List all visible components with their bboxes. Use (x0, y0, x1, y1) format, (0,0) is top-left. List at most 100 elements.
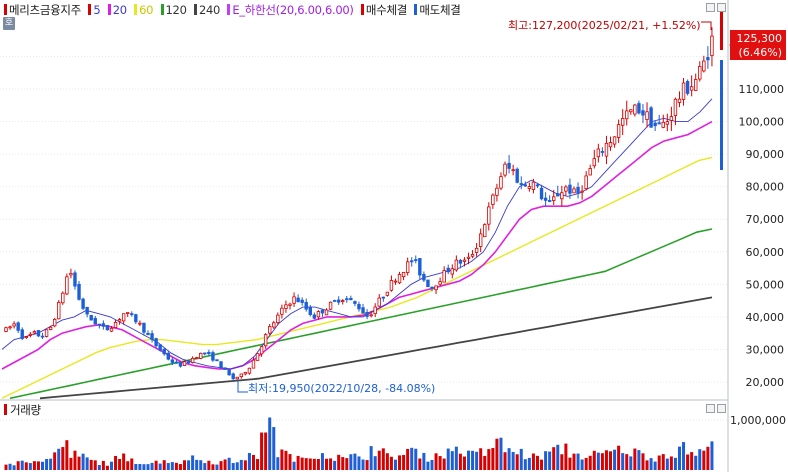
volume-bar[interactable] (422, 452, 426, 470)
candle-down[interactable] (657, 122, 661, 125)
candle-up[interactable] (138, 322, 142, 325)
candle-down[interactable] (203, 352, 207, 355)
candle-down[interactable] (539, 187, 544, 200)
candle-down[interactable] (85, 306, 89, 315)
candle-up[interactable] (580, 190, 584, 193)
candle-up[interactable] (316, 311, 321, 318)
candle-up[interactable] (284, 304, 288, 309)
volume-bar[interactable] (215, 464, 219, 470)
volume-bar[interactable] (511, 452, 515, 470)
candle-up[interactable] (608, 142, 613, 148)
volume-bar[interactable] (199, 460, 203, 470)
volume-bar[interactable] (122, 453, 126, 470)
candle-up[interactable] (702, 60, 706, 72)
volume-bar[interactable] (308, 458, 312, 470)
volume-bar[interactable] (320, 453, 324, 470)
candle-up[interactable] (57, 301, 61, 320)
volume-bar[interactable] (657, 455, 661, 470)
candle-down[interactable] (556, 193, 560, 197)
volume-bar[interactable] (65, 440, 69, 470)
volume-bar[interactable] (187, 460, 191, 470)
candle-down[interactable] (166, 352, 170, 360)
volume-bar[interactable] (4, 464, 8, 470)
candle-up[interactable] (280, 307, 284, 315)
volume-bar[interactable] (576, 453, 580, 470)
candle-up[interactable] (661, 121, 665, 128)
candle-up[interactable] (190, 357, 195, 363)
volume-bar[interactable] (613, 449, 617, 470)
candle-up[interactable] (126, 312, 130, 314)
candle-up[interactable] (65, 276, 69, 295)
volume-bar[interactable] (544, 451, 548, 470)
candle-down[interactable] (77, 283, 81, 300)
candle-up[interactable] (12, 323, 16, 327)
volume-bar[interactable] (32, 461, 36, 470)
candle-up[interactable] (113, 322, 118, 328)
candle-up[interactable] (527, 186, 532, 189)
candle-down[interactable] (649, 107, 653, 128)
candle-up[interactable] (324, 309, 329, 316)
volume-bar[interactable] (288, 454, 292, 470)
candle-up[interactable] (328, 301, 333, 310)
candle-up[interactable] (61, 292, 65, 304)
volume-bar[interactable] (487, 449, 491, 470)
candle-down[interactable] (353, 301, 357, 304)
volume-bar[interactable] (483, 455, 487, 470)
legend-ma120[interactable]: 120 (165, 3, 187, 17)
candle-down[interactable] (170, 359, 175, 363)
volume-bar[interactable] (564, 443, 568, 470)
volume-bar[interactable] (57, 448, 61, 470)
candle-up[interactable] (470, 254, 475, 257)
volume-bar[interactable] (114, 455, 118, 470)
volume-bar[interactable] (556, 444, 560, 470)
volume-bar[interactable] (41, 461, 45, 470)
volume-bar[interactable] (580, 459, 584, 470)
volume-bar[interactable] (389, 456, 393, 470)
candle-up[interactable] (681, 82, 686, 100)
candle-up[interactable] (474, 247, 479, 253)
candle-up[interactable] (499, 176, 503, 189)
volume-bar[interactable] (69, 457, 73, 470)
candle-down[interactable] (600, 151, 605, 153)
candle-down[interactable] (174, 361, 179, 364)
candle-up[interactable] (478, 233, 483, 247)
candle-up[interactable] (255, 353, 260, 361)
candle-up[interactable] (239, 373, 244, 378)
volume-bar[interactable] (462, 456, 466, 470)
volume-bar[interactable] (491, 447, 495, 470)
candle-down[interactable] (685, 81, 690, 94)
volume-bar[interactable] (146, 464, 150, 470)
candle-up[interactable] (121, 313, 126, 322)
candle-down[interactable] (223, 367, 227, 370)
volume-bar[interactable] (649, 458, 653, 470)
volume-bar[interactable] (629, 456, 633, 470)
candle-up[interactable] (24, 336, 28, 338)
volume-bar[interactable] (446, 448, 450, 470)
volume-bar[interactable] (645, 460, 649, 470)
candle-up[interactable] (44, 329, 49, 337)
volume-bar[interactable] (333, 460, 337, 470)
candle-down[interactable] (414, 259, 418, 261)
volume-bar[interactable] (402, 454, 406, 470)
candle-up[interactable] (369, 314, 373, 317)
volume-bar[interactable] (101, 460, 105, 470)
candle-down[interactable] (535, 184, 540, 187)
volume-bar[interactable] (45, 459, 49, 470)
candle-down[interactable] (426, 279, 430, 288)
candle-up[interactable] (629, 109, 633, 113)
candle-up[interactable] (199, 352, 203, 359)
candle-up[interactable] (194, 357, 199, 360)
candle-down[interactable] (446, 267, 450, 273)
volume-bar[interactable] (36, 461, 40, 470)
candle-up[interactable] (710, 35, 714, 56)
volume-bar[interactable] (450, 451, 454, 470)
volume-bar[interactable] (621, 453, 625, 470)
candle-up[interactable] (442, 270, 446, 283)
volume-bar[interactable] (231, 463, 235, 470)
volume-bar[interactable] (154, 460, 158, 470)
volume-bar[interactable] (73, 450, 77, 470)
candle-up[interactable] (572, 188, 576, 194)
candle-down[interactable] (40, 335, 45, 338)
candle-up[interactable] (243, 372, 248, 375)
